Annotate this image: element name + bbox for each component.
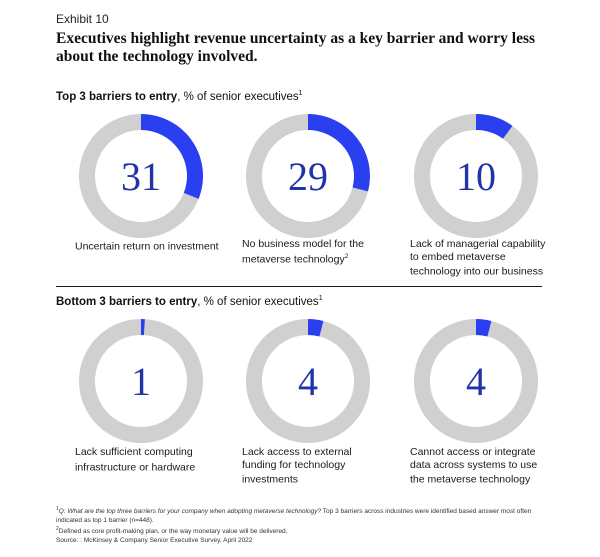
label-lack-external-funding-text: Lack access to external funding for tech… xyxy=(242,446,352,486)
label-lack-computing-infrastructure-text: Lack sufficient computing infrastructure… xyxy=(75,446,196,473)
donut-svg-no-business-model-for-the-metaverse-tech xyxy=(246,114,370,238)
donut-value-cannot-access-or-integrate-data-across-s: 4 xyxy=(466,358,486,404)
section-title-top-sup: 1 xyxy=(298,90,303,97)
donut-segment-uncertain-return-on-investment xyxy=(141,114,203,199)
donut-value-lack-access-to-external-funding-for-tech: 4 xyxy=(298,358,318,404)
label-uncertain-return-text: Uncertain return on investment xyxy=(75,240,219,253)
section-title-bottom-unit: , % of senior executives xyxy=(197,295,319,308)
section-title-bottom-sup: 1 xyxy=(318,295,323,302)
donut-uncertain-return: 31 xyxy=(78,113,204,239)
donut-segment-lack-of-managerial-capability-to-embed-m xyxy=(476,114,513,139)
donut-svg-lack-of-managerial-capability-to-embed-m xyxy=(414,114,538,238)
donut-lack-external-funding: 4 xyxy=(245,318,371,444)
section-divider xyxy=(56,286,542,287)
donut-value-no-business-model-for-the-metaverse-tech: 29 xyxy=(288,153,328,199)
donut-no-business-model: 29 xyxy=(245,113,371,239)
donut-value-lack-sufficient-computing-infrastructure: 1 xyxy=(131,358,151,404)
footnote-1-rest: Top 3 barriers across industries were id… xyxy=(56,508,532,524)
label-lack-external-funding: Lack access to external funding for tech… xyxy=(242,446,382,486)
label-uncertain-return: Uncertain return on investment xyxy=(75,238,225,253)
donut-segment-no-business-model-for-the-metaverse-tech xyxy=(308,114,370,192)
footnote-2-text: Defined as core profit-making plan, or t… xyxy=(58,528,288,536)
donut-svg-lack-access-to-external-funding-for-tech xyxy=(245,319,370,443)
section-title-bottom: Bottom 3 barriers to entry, % of senior … xyxy=(56,295,323,308)
label-lack-computing-infrastructure: Lack sufficient computing infrastructure… xyxy=(75,446,205,474)
donut-segment-lack-access-to-external-funding-for-tech xyxy=(308,319,324,337)
donut-segment-lack-sufficient-computing-infrastructure xyxy=(141,319,145,336)
donut-value-uncertain-return-on-investment: 31 xyxy=(121,153,161,199)
donut-svg-lack-sufficient-computing-infrastructure xyxy=(79,319,203,443)
chart-title: Executives highlight revenue uncertainty… xyxy=(56,30,536,65)
section-title-top: Top 3 barriers to entry, % of senior exe… xyxy=(56,90,303,103)
section-title-bottom-main: Bottom 3 barriers to entry xyxy=(56,295,198,308)
donut-segment-cannot-access-or-integrate-data-across-s xyxy=(476,319,492,337)
donut-cannot-integrate-data: 4 xyxy=(413,318,539,444)
label-cannot-integrate-data: Cannot access or integrate data across s… xyxy=(410,446,540,486)
source-note: Source: : McKinsey & Company Senior Exec… xyxy=(56,537,253,545)
section-title-top-unit: , % of senior executives xyxy=(177,90,299,103)
exhibit-label: Exhibit 10 xyxy=(56,12,109,26)
label-no-business-model-sup: 2 xyxy=(344,252,349,260)
footnotes: 1Q: What are the top three barriers for … xyxy=(56,505,556,546)
section-title-top-main: Top 3 barriers to entry xyxy=(56,90,178,103)
label-lack-managerial-capability: Lack of managerial capability to embed m… xyxy=(410,238,550,278)
label-no-business-model: No business model for the metaverse tech… xyxy=(242,238,372,266)
footnote-2-sup: 2 xyxy=(56,526,59,533)
label-no-business-model-text: No business model for the metaverse tech… xyxy=(242,238,364,265)
footnote-1-sup: 1 xyxy=(56,506,59,512)
footnote-1: 1Q: What are the top three barriers for … xyxy=(56,505,556,525)
label-cannot-integrate-data-text: Cannot access or integrate data across s… xyxy=(410,446,538,486)
donut-value-lack-of-managerial-capability-to-embed-m: 10 xyxy=(456,153,496,199)
donut-svg-cannot-access-or-integrate-data-across-s xyxy=(414,319,538,443)
footnote-1-question: Q: What are the top three barriers for y… xyxy=(58,508,322,516)
label-lack-managerial-capability-text: Lack of managerial capability to embed m… xyxy=(410,238,546,278)
donut-lack-computing-infrastructure: 1 xyxy=(78,318,204,444)
footnote-2: 2Defined as core profit-making plan, or … xyxy=(56,525,556,537)
donut-lack-managerial-capability: 10 xyxy=(413,113,539,239)
donut-svg-uncertain-return-on-investment xyxy=(79,114,203,238)
